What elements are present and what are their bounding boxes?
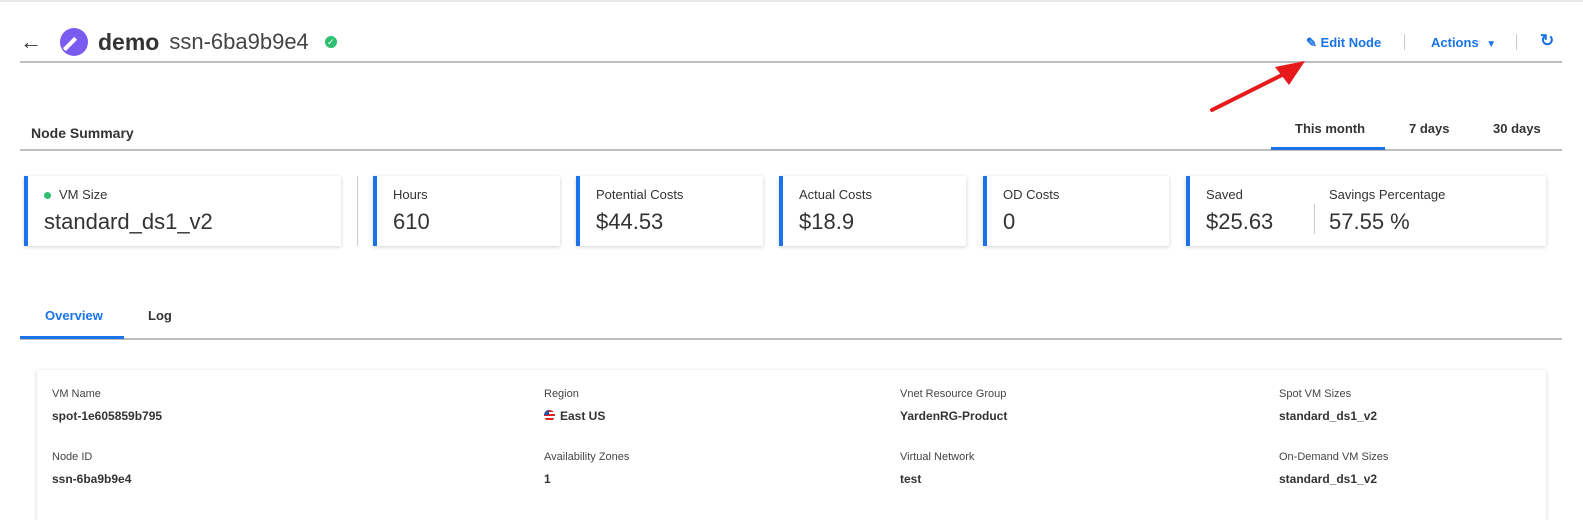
- divider: [357, 176, 358, 246]
- arrow-head: [1275, 61, 1305, 85]
- edit-node-label: Edit Node: [1320, 35, 1382, 50]
- card-label: Saved: [1206, 187, 1243, 202]
- detail-value: test: [900, 472, 922, 486]
- divider: [1404, 34, 1405, 50]
- detail-label: VM Name: [52, 388, 101, 400]
- tabs-divider: [20, 338, 1562, 340]
- card-label: Hours: [393, 187, 428, 202]
- period-30-days[interactable]: 30 days: [1493, 121, 1541, 136]
- divider: [1314, 204, 1315, 234]
- detail-label: Vnet Resource Group: [900, 388, 1007, 400]
- actions-dropdown[interactable]: Actions ▼: [1431, 35, 1496, 50]
- period-this-month[interactable]: This month: [1295, 121, 1366, 136]
- annotation-arrow: [1210, 61, 1305, 112]
- details-panel: [37, 370, 1546, 520]
- detail-label: Availability Zones: [544, 451, 630, 463]
- detail-value: 1: [544, 472, 551, 486]
- active-period-indicator: [1271, 147, 1385, 150]
- detail-label: Node ID: [52, 451, 93, 463]
- header-divider: [20, 61, 1562, 63]
- detail-value: ssn-6ba9b9e4: [52, 472, 132, 486]
- detail-value: standard_ds1_v2: [1279, 472, 1378, 486]
- detail-label: Virtual Network: [900, 451, 975, 463]
- detail-label: Spot VM Sizes: [1279, 388, 1352, 400]
- period-7-days[interactable]: 7 days: [1409, 121, 1450, 136]
- card-label: Actual Costs: [799, 187, 872, 202]
- refresh-icon[interactable]: ↻: [1540, 31, 1555, 50]
- divider: [1516, 34, 1517, 50]
- card-label: VM Size: [59, 187, 108, 202]
- arrow-shaft: [1210, 69, 1292, 112]
- card-label: Potential Costs: [596, 187, 684, 202]
- card-od-costs: OD Costs 0: [983, 176, 1169, 246]
- tab-overview[interactable]: Overview: [45, 308, 103, 323]
- pencil-icon: ✎: [1306, 35, 1317, 50]
- card-value: $18.9: [799, 209, 855, 234]
- card-label: OD Costs: [1003, 187, 1060, 202]
- detail-label: On-Demand VM Sizes: [1279, 451, 1389, 463]
- page-title: ← demo ssn-6ba9b9e4 ✓: [20, 28, 337, 56]
- app-name: demo: [98, 28, 160, 55]
- detail-value: standard_ds1_v2: [1279, 409, 1378, 423]
- top-border: [0, 0, 1583, 2]
- caret-down-icon: ▼: [1486, 39, 1497, 50]
- edit-node-button[interactable]: ✎ Edit Node: [1306, 35, 1381, 51]
- status-dot-icon: [44, 192, 51, 200]
- vm-name-link[interactable]: spot-1e605859b795: [52, 409, 163, 423]
- card-actual-costs: Actual Costs $18.9: [779, 176, 966, 246]
- card-value: 610: [393, 209, 430, 234]
- region-value: East US: [544, 409, 605, 423]
- status-ok-icon: ✓: [324, 36, 337, 48]
- card-value: $44.53: [596, 209, 664, 234]
- tab-log[interactable]: Log: [148, 308, 172, 323]
- back-arrow-icon[interactable]: ←: [20, 29, 42, 54]
- card-value: standard_ds1_v2: [44, 209, 213, 234]
- summary-divider: [20, 149, 1562, 151]
- active-tab-indicator: [20, 336, 124, 339]
- card-value: 0: [1003, 209, 1016, 234]
- logo-icon: [60, 28, 88, 56]
- card-hours: Hours 610: [373, 176, 560, 246]
- card-value: 57.55 %: [1329, 209, 1410, 234]
- detail-label: Region: [544, 388, 579, 400]
- card-savings: Saved $25.63 Savings Percentage 57.55 %: [1186, 176, 1546, 246]
- region-text: East US: [560, 409, 606, 423]
- card-label: Savings Percentage: [1329, 187, 1446, 202]
- card-vm-size: VM Size standard_ds1_v2: [24, 176, 341, 246]
- detail-value: YardenRG-Product: [900, 409, 1008, 423]
- node-summary-title: Node Summary: [31, 125, 134, 141]
- actions-label: Actions: [1431, 35, 1479, 50]
- us-flag-icon: [544, 410, 555, 421]
- node-name: ssn-6ba9b9e4: [169, 29, 309, 54]
- card-value: $25.63: [1206, 209, 1274, 234]
- card-potential-costs: Potential Costs $44.53: [576, 176, 763, 246]
